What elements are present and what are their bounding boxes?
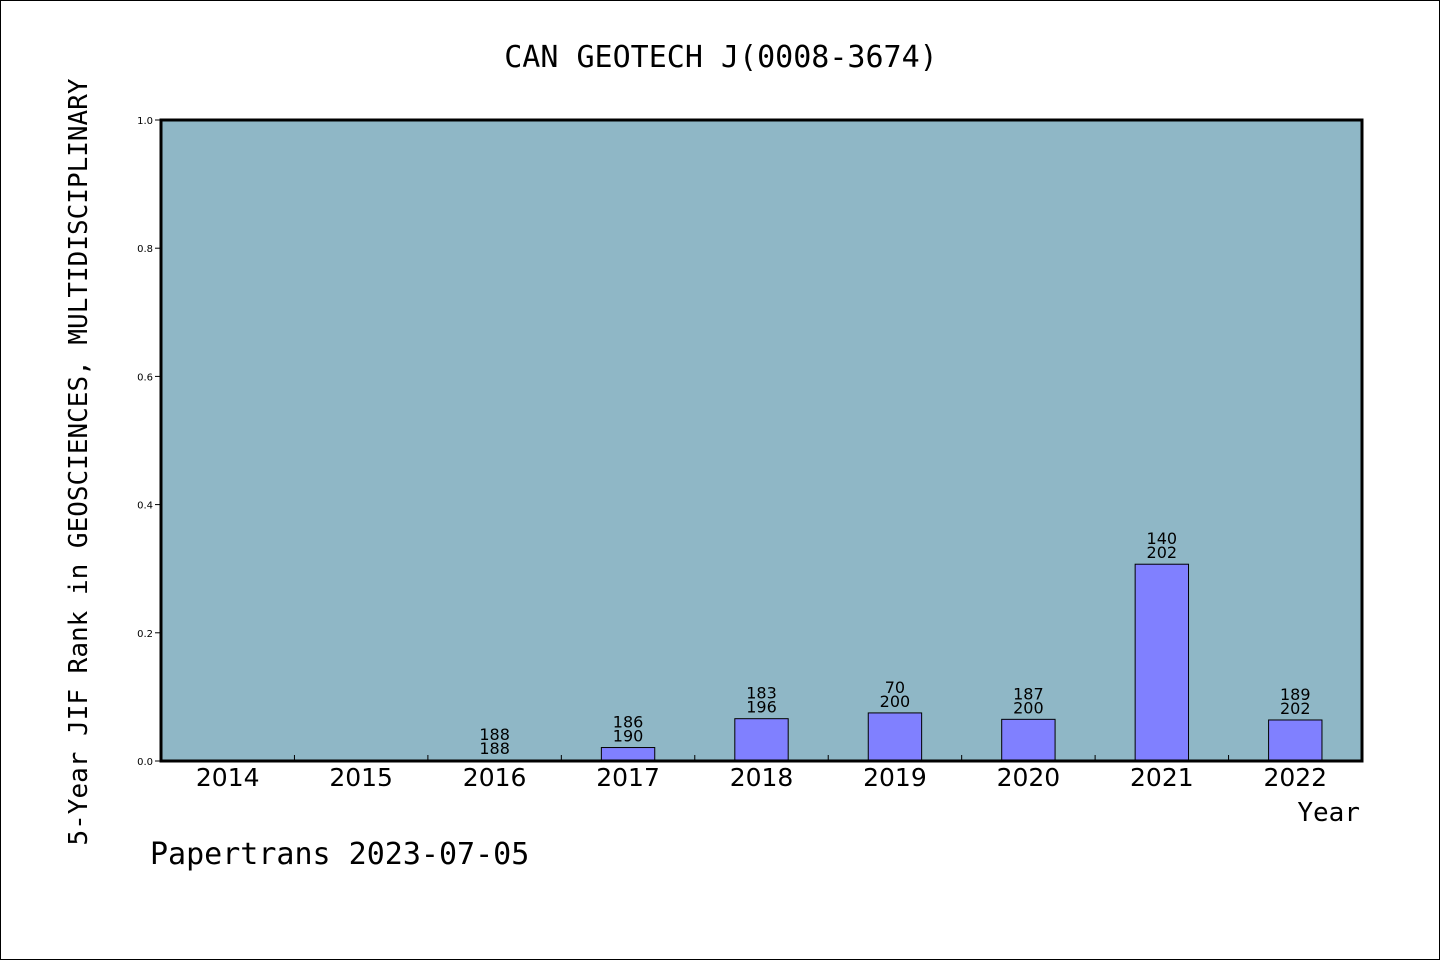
x-tick-label: 2020 — [997, 763, 1061, 792]
x-tick-label: 2022 — [1263, 763, 1327, 792]
y-tick-label: 0.8 — [137, 244, 153, 255]
bar-rank-label: 140 — [1147, 529, 1178, 548]
bar-rank-label: 183 — [746, 684, 777, 703]
bar-rank-label: 187 — [1013, 684, 1044, 703]
bar-total-label: 202 — [1280, 699, 1311, 718]
x-tick-label: 2015 — [329, 763, 393, 792]
x-axis-label: Year — [1297, 798, 1360, 828]
y-tick-label: 0.4 — [137, 501, 153, 512]
bar-total-label: 200 — [1013, 698, 1044, 717]
x-tick-label: 2021 — [1130, 763, 1194, 792]
y-tick-label: 0.0 — [137, 757, 153, 768]
bar-rank-label: 188 — [479, 725, 510, 744]
y-axis-label: 5-Year JIF Rank in GEOSCIENCES, MULTIDIS… — [64, 78, 94, 845]
bars-layer — [467, 563, 1323, 762]
bar-2018 — [734, 718, 789, 762]
bar-total-label: 188 — [479, 739, 510, 758]
x-axis-ticks: 2014 2015 2016 2017 2018 2019 2020 2021 2022 — [196, 755, 1327, 792]
bar-2020 — [1001, 718, 1056, 762]
bar-rank-label: 70 — [885, 678, 905, 697]
x-tick-label: 2014 — [196, 763, 260, 792]
bar-total-label: 190 — [613, 727, 644, 746]
footer-watermark: Papertrans 2023-07-05 — [150, 837, 529, 872]
y-tick-label: 1.0 — [137, 116, 153, 127]
bar-2019 — [867, 712, 923, 762]
x-tick-label: 2016 — [463, 763, 527, 792]
bar-total-label: 202 — [1147, 543, 1178, 562]
bar-2022 — [1268, 719, 1323, 762]
y-axis-ticks: 0.0 0.2 0.4 0.6 0.8 1.0 — [137, 116, 161, 768]
bar-rank-label: 186 — [613, 713, 644, 732]
bar-total-label: 200 — [880, 692, 911, 711]
bar-2017 — [600, 747, 656, 762]
y-tick-label: 0.2 — [137, 629, 153, 640]
bar-total-label: 196 — [746, 698, 777, 717]
x-tick-label: 2017 — [596, 763, 660, 792]
bar-2021 — [1134, 563, 1190, 762]
x-tick-label: 2018 — [730, 763, 794, 792]
bar-rank-label: 189 — [1280, 685, 1311, 704]
y-tick-label: 0.6 — [137, 372, 153, 383]
x-tick-label: 2019 — [863, 763, 927, 792]
plot-frame — [159, 118, 1364, 763]
chart-title: CAN GEOTECH J(0008-3674) — [504, 40, 937, 75]
